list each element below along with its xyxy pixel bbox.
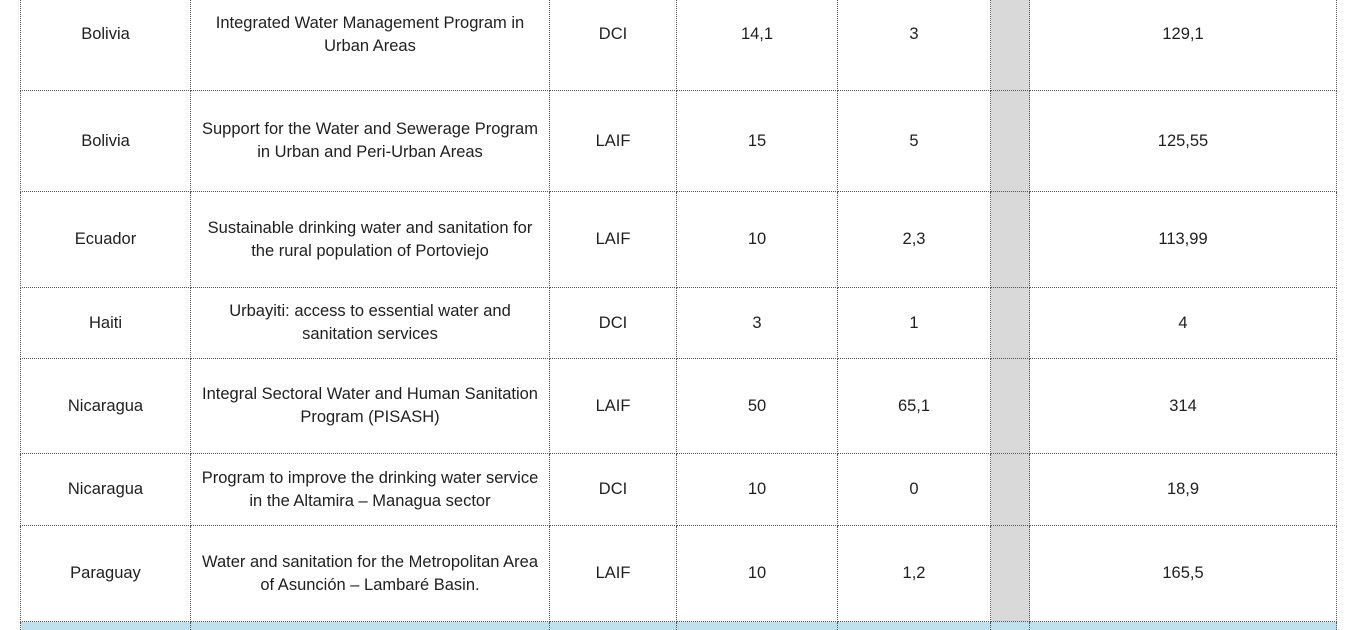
total-cell: 165,5 bbox=[1029, 525, 1337, 622]
table-row: Nicaragua Program to improve the drinking… bbox=[20, 453, 1337, 526]
country-cell: Paraguay bbox=[20, 525, 191, 622]
footer-cell bbox=[676, 621, 838, 630]
project-cell: Integral Sectoral Water and Human Sanita… bbox=[190, 358, 550, 454]
amount-cell: 10 bbox=[676, 191, 838, 288]
footer-cell bbox=[990, 621, 1030, 630]
country-cell: Nicaragua bbox=[20, 453, 191, 526]
project-cell: Water and sanitation for the Metropolita… bbox=[190, 525, 550, 622]
amount-cell: 3 bbox=[837, 0, 991, 91]
table-row: Paraguay Water and sanitation for the Met… bbox=[20, 525, 1337, 622]
gap-cell bbox=[990, 525, 1030, 622]
country-cell: Nicaragua bbox=[20, 358, 191, 454]
gap-cell bbox=[990, 358, 1030, 454]
instrument-cell: LAIF bbox=[549, 90, 677, 192]
project-cell: Urbayiti: access to essential water and … bbox=[190, 287, 550, 359]
country-cell: Ecuador bbox=[20, 191, 191, 288]
country-cell: Haiti bbox=[20, 287, 191, 359]
total-cell: 113,99 bbox=[1029, 191, 1337, 288]
footer-cell bbox=[20, 621, 191, 630]
amount-cell: 50 bbox=[676, 358, 838, 454]
amount-cell: 10 bbox=[676, 525, 838, 622]
gap-cell bbox=[990, 90, 1030, 192]
instrument-cell: DCI bbox=[549, 287, 677, 359]
amount-cell: 2,3 bbox=[837, 191, 991, 288]
project-cell: Program to improve the drinking water se… bbox=[190, 453, 550, 526]
amount-cell: 14,1 bbox=[676, 0, 838, 91]
gap-cell bbox=[990, 287, 1030, 359]
table-row: Nicaragua Integral Sectoral Water and Hum… bbox=[20, 358, 1337, 454]
project-cell: Sustainable drinking water and sanitatio… bbox=[190, 191, 550, 288]
country-cell: Bolivia bbox=[20, 90, 191, 192]
instrument-cell: DCI bbox=[549, 453, 677, 526]
gap-cell bbox=[990, 0, 1030, 91]
total-cell: 125,55 bbox=[1029, 90, 1337, 192]
table-row: Bolivia Support for the Water and Sewerag… bbox=[20, 90, 1337, 192]
footer-cell bbox=[190, 621, 550, 630]
amount-cell: 1 bbox=[837, 287, 991, 359]
amount-cell: 15 bbox=[676, 90, 838, 192]
amount-cell: 1,2 bbox=[837, 525, 991, 622]
footer-row bbox=[20, 621, 1337, 630]
amount-cell: 10 bbox=[676, 453, 838, 526]
amount-cell: 3 bbox=[676, 287, 838, 359]
project-cell: Integrated Water Management Program in U… bbox=[190, 0, 550, 91]
table-row: Bolivia Integrated Water Management Progr… bbox=[20, 0, 1337, 91]
amount-cell: 0 bbox=[837, 453, 991, 526]
total-cell: 4 bbox=[1029, 287, 1337, 359]
instrument-cell: LAIF bbox=[549, 525, 677, 622]
country-cell: Bolivia bbox=[20, 0, 191, 91]
table-row: Ecuador Sustainable drinking water and sa… bbox=[20, 191, 1337, 288]
gap-cell bbox=[990, 191, 1030, 288]
total-cell: 314 bbox=[1029, 358, 1337, 454]
instrument-cell: DCI bbox=[549, 0, 677, 91]
footer-cell bbox=[837, 621, 991, 630]
projects-table: Bolivia Integrated Water Management Progr… bbox=[20, 0, 1337, 630]
footer-cell bbox=[549, 621, 677, 630]
amount-cell: 65,1 bbox=[837, 358, 991, 454]
total-cell: 129,1 bbox=[1029, 0, 1337, 91]
gap-cell bbox=[990, 453, 1030, 526]
instrument-cell: LAIF bbox=[549, 191, 677, 288]
amount-cell: 5 bbox=[837, 90, 991, 192]
footer-cell bbox=[1029, 621, 1337, 630]
table-row: Haiti Urbayiti: access to essential water… bbox=[20, 287, 1337, 359]
total-cell: 18,9 bbox=[1029, 453, 1337, 526]
instrument-cell: LAIF bbox=[549, 358, 677, 454]
project-cell: Support for the Water and Sewerage Progr… bbox=[190, 90, 550, 192]
